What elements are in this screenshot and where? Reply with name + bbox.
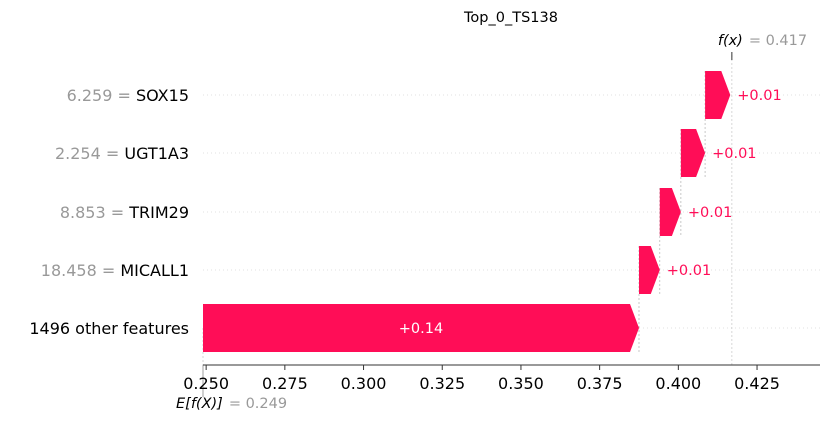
feature-label: 6.259 = SOX15 <box>67 86 189 105</box>
x-tick-label: 0.300 <box>341 374 387 393</box>
contribution-bar <box>680 129 706 177</box>
contribution-label: +0.14 <box>399 321 443 337</box>
feature-label: 8.853 = TRIM29 <box>60 203 189 222</box>
value-annotations: +0.01 +0.01 +0.01 +0.01 +0.14 E[f(X)] = 0.249 f… <box>176 33 807 412</box>
output-label: f(x) <box>718 33 743 49</box>
x-tick-label: 0.400 <box>655 374 701 393</box>
feature-labels: 6.259 = SOX15 2.254 = UGT1A3 8.853 = TRIM2… <box>29 86 189 338</box>
feature-name: UGT1A3 <box>124 144 189 163</box>
output-value-annotation: f(x) = 0.417 <box>718 33 807 49</box>
feature-value: 6.259 <box>67 86 113 105</box>
contribution-label: +0.01 <box>712 146 756 162</box>
chart-title: Top_0_TS138 <box>463 10 558 26</box>
feature-value: 8.853 <box>60 203 106 222</box>
contribution-bars <box>203 71 731 352</box>
contribution-bar <box>705 71 731 119</box>
contribution-bar <box>659 188 681 236</box>
x-tick-label: 0.275 <box>262 374 308 393</box>
feature-name: 1496 other features <box>29 319 189 338</box>
x-tick-label: 0.325 <box>419 374 465 393</box>
x-tick-label: 0.350 <box>498 374 544 393</box>
contribution-label: +0.01 <box>737 88 781 104</box>
contribution-label: +0.01 <box>667 263 711 279</box>
output-value-text: = 0.417 <box>749 33 807 49</box>
base-value-annotation: E[f(X)] = 0.249 <box>176 396 287 412</box>
equals-sign: = <box>97 261 121 280</box>
x-tick-label: 0.375 <box>577 374 623 393</box>
base-label: E[f(X)] <box>176 396 223 412</box>
feature-label: 18.458 = MICALL1 <box>41 261 189 280</box>
feature-label: 2.254 = UGT1A3 <box>55 144 189 163</box>
contribution-bar <box>203 304 639 352</box>
feature-name: TRIM29 <box>128 203 189 222</box>
x-axis: 0.250 0.275 0.300 0.325 0.350 0.375 0.400 0.425 <box>183 364 820 393</box>
feature-name: SOX15 <box>136 86 189 105</box>
contribution-label: +0.01 <box>688 205 732 221</box>
x-tick-label: 0.250 <box>183 374 229 393</box>
base-value-text: = 0.249 <box>229 396 287 412</box>
feature-value: 2.254 <box>55 144 101 163</box>
contribution-bar <box>638 246 660 294</box>
equals-sign: = <box>101 144 125 163</box>
x-tick-label: 0.425 <box>734 374 780 393</box>
feature-value: 18.458 <box>41 261 97 280</box>
equals-sign: = <box>112 86 136 105</box>
equals-sign: = <box>106 203 130 222</box>
feature-name: MICALL1 <box>120 261 189 280</box>
feature-label: 1496 other features <box>29 319 189 338</box>
